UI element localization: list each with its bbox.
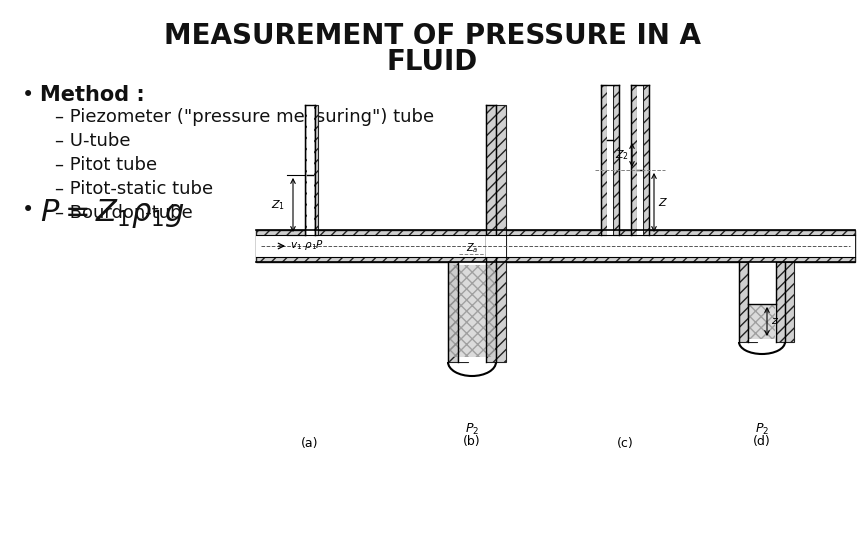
Text: (c): (c) [617, 437, 633, 450]
Text: – Piezometer ("pressure measuring") tube: – Piezometer ("pressure measuring") tube [55, 108, 434, 126]
Bar [449, 265, 495, 357]
Text: (b): (b) [463, 435, 480, 448]
Text: $Z_1$: $Z_1$ [271, 198, 285, 212]
Text: – U-tube: – U-tube [55, 132, 130, 150]
Text: (a): (a) [302, 437, 319, 450]
Text: Method :: Method : [40, 85, 145, 105]
Bar [748, 262, 776, 342]
Bar [313, 105, 318, 235]
Text: – Bourdon-tube: – Bourdon-tube [55, 204, 193, 222]
Bar [486, 105, 496, 362]
Text: (d): (d) [753, 435, 771, 448]
Bar [643, 85, 649, 235]
Text: – Pitot tube: – Pitot tube [55, 156, 157, 174]
Bar [739, 262, 748, 342]
Bar [637, 235, 643, 257]
Bar [458, 262, 468, 362]
Bar [458, 262, 472, 362]
Text: $Z_2$: $Z_2$ [615, 148, 629, 162]
Bar [458, 262, 486, 362]
Bar [305, 105, 310, 235]
Bar [607, 85, 613, 235]
Bar [749, 304, 775, 339]
Text: MEASUREMENT OF PRESSURE IN A: MEASUREMENT OF PRESSURE IN A [163, 22, 701, 50]
Text: – Pitot-static tube: – Pitot-static tube [55, 180, 213, 198]
Bar [448, 262, 458, 362]
Text: $P_2$: $P_2$ [465, 422, 479, 437]
Text: $z$: $z$ [771, 316, 779, 327]
Bar [496, 105, 506, 362]
Bar [785, 262, 794, 342]
Text: •: • [22, 85, 35, 105]
Text: $Z_a$: $Z_a$ [466, 241, 479, 255]
Bar [486, 235, 506, 257]
Bar [613, 85, 619, 235]
Text: $Z$: $Z$ [658, 197, 668, 208]
Bar [307, 105, 314, 235]
Text: FLUID: FLUID [386, 48, 478, 76]
Bar [776, 262, 785, 342]
Bar [256, 235, 855, 257]
Bar [256, 230, 855, 262]
Text: $P = Z_1\rho_1 g$: $P = Z_1\rho_1 g$ [40, 197, 185, 230]
Bar [607, 235, 613, 257]
Bar [637, 85, 643, 235]
Bar [748, 262, 757, 342]
Bar [631, 85, 637, 235]
Bar [601, 85, 607, 235]
Bar [307, 235, 313, 257]
Text: $P_2$: $P_2$ [755, 422, 769, 437]
Text: $v_1\ \rho_1 P$: $v_1\ \rho_1 P$ [290, 238, 324, 252]
Text: •: • [22, 200, 35, 220]
